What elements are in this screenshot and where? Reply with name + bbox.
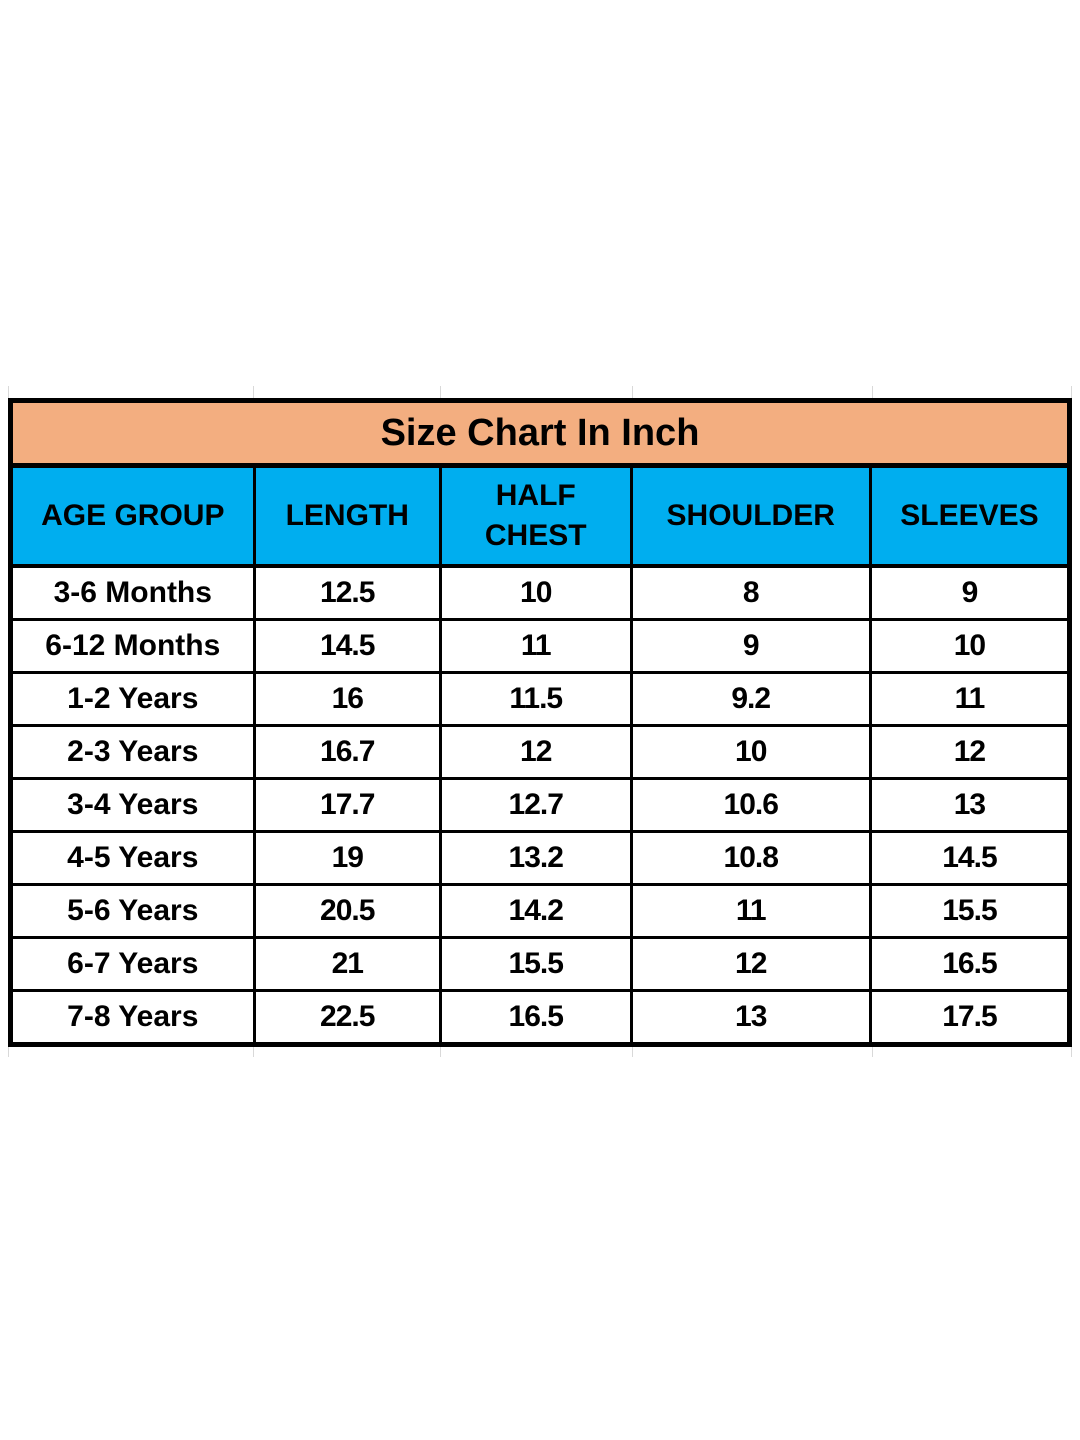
measurement-cell: 16.7 — [252, 724, 442, 780]
gridline-stub — [872, 1043, 873, 1057]
gridline-stub — [1071, 1043, 1072, 1057]
gridline-stub — [872, 386, 873, 398]
age-group-cell: 3-4 Years — [9, 777, 256, 833]
measurement-cell: 22.5 — [252, 989, 442, 1046]
age-group-cell: 2-3 Years — [9, 724, 256, 780]
gridline-stub — [8, 386, 9, 398]
column-header-age-group: AGE GROUP — [9, 464, 256, 568]
age-group-cell: 3-6 Months — [9, 564, 256, 621]
table-row: 3-4 Years 17.7 12.7 10.6 13 — [9, 777, 1072, 833]
measurement-cell: 11 — [438, 618, 633, 674]
table-row: 6-7 Years 21 15.5 12 16.5 — [9, 936, 1072, 992]
measurement-cell: 9 — [868, 564, 1072, 621]
measurement-cell: 20.5 — [252, 883, 442, 939]
measurement-cell: 10.6 — [629, 777, 872, 833]
measurement-cell: 19 — [252, 830, 442, 886]
measurement-cell: 11 — [868, 671, 1072, 727]
measurement-cell: 12.7 — [438, 777, 633, 833]
column-header-half-chest: HALF CHEST — [438, 464, 633, 568]
column-header-length: LENGTH — [252, 464, 442, 568]
gridline-stub — [440, 1043, 441, 1057]
age-group-cell: 7-8 Years — [9, 989, 256, 1046]
measurement-cell: 12 — [438, 724, 633, 780]
measurement-cell: 16 — [252, 671, 442, 727]
size-chart-table: Size Chart In Inch AGE GROUP LENGTH HALF C… — [8, 398, 1072, 1047]
table-row: 1-2 Years 16 11.5 9.2 11 — [9, 671, 1072, 727]
gridline-stub — [440, 386, 441, 398]
measurement-cell: 12 — [868, 724, 1072, 780]
table-row: 3-6 Months 12.5 10 8 9 — [9, 564, 1072, 621]
gridline-stub — [253, 1043, 254, 1057]
gridline-stub — [632, 1043, 633, 1057]
age-group-cell: 4-5 Years — [9, 830, 256, 886]
measurement-cell: 10 — [629, 724, 872, 780]
table-row: 5-6 Years 20.5 14.2 11 15.5 — [9, 883, 1072, 939]
measurement-cell: 15.5 — [438, 936, 633, 992]
measurement-cell: 10 — [868, 618, 1072, 674]
table-row: 4-5 Years 19 13.2 10.8 14.5 — [9, 830, 1072, 886]
age-group-cell: 6-7 Years — [9, 936, 256, 992]
measurement-cell: 9.2 — [629, 671, 872, 727]
measurement-cell: 17.7 — [252, 777, 442, 833]
title-row: Size Chart In Inch — [9, 399, 1071, 468]
measurement-cell: 9 — [629, 618, 872, 674]
measurement-cell: 17.5 — [868, 989, 1072, 1046]
gridline-stub — [1071, 386, 1072, 398]
gridline-stub — [8, 1043, 9, 1057]
table-row: 7-8 Years 22.5 16.5 13 17.5 — [9, 989, 1072, 1046]
measurement-cell: 11.5 — [438, 671, 633, 727]
measurement-cell: 16.5 — [868, 936, 1072, 992]
gridline-stub — [632, 386, 633, 398]
column-header-row: AGE GROUP LENGTH HALF CHEST SHOULDER SLEEVES — [9, 464, 1072, 568]
column-header-sleeves: SLEEVES — [868, 464, 1072, 568]
age-group-cell: 1-2 Years — [9, 671, 256, 727]
measurement-cell: 13 — [629, 989, 872, 1046]
measurement-cell: 10 — [438, 564, 633, 621]
measurement-cell: 8 — [629, 564, 872, 621]
table-row: 6-12 Months 14.5 11 9 10 — [9, 618, 1072, 674]
measurement-cell: 12.5 — [252, 564, 442, 621]
column-header-shoulder: SHOULDER — [629, 464, 872, 568]
measurement-cell: 13.2 — [438, 830, 633, 886]
measurement-cell: 10.8 — [629, 830, 872, 886]
measurement-cell: 21 — [252, 936, 442, 992]
gridline-stub — [253, 386, 254, 398]
measurement-cell: 15.5 — [868, 883, 1072, 939]
measurement-cell: 14.5 — [868, 830, 1072, 886]
measurement-cell: 11 — [629, 883, 872, 939]
table-row: 2-3 Years 16.7 12 10 12 — [9, 724, 1072, 780]
measurement-cell: 13 — [868, 777, 1072, 833]
measurement-cell: 16.5 — [438, 989, 633, 1046]
age-group-cell: 5-6 Years — [9, 883, 256, 939]
measurement-cell: 14.5 — [252, 618, 442, 674]
table-title: Size Chart In Inch — [9, 399, 1071, 468]
age-group-cell: 6-12 Months — [9, 618, 256, 674]
measurement-cell: 14.2 — [438, 883, 633, 939]
measurement-cell: 12 — [629, 936, 872, 992]
